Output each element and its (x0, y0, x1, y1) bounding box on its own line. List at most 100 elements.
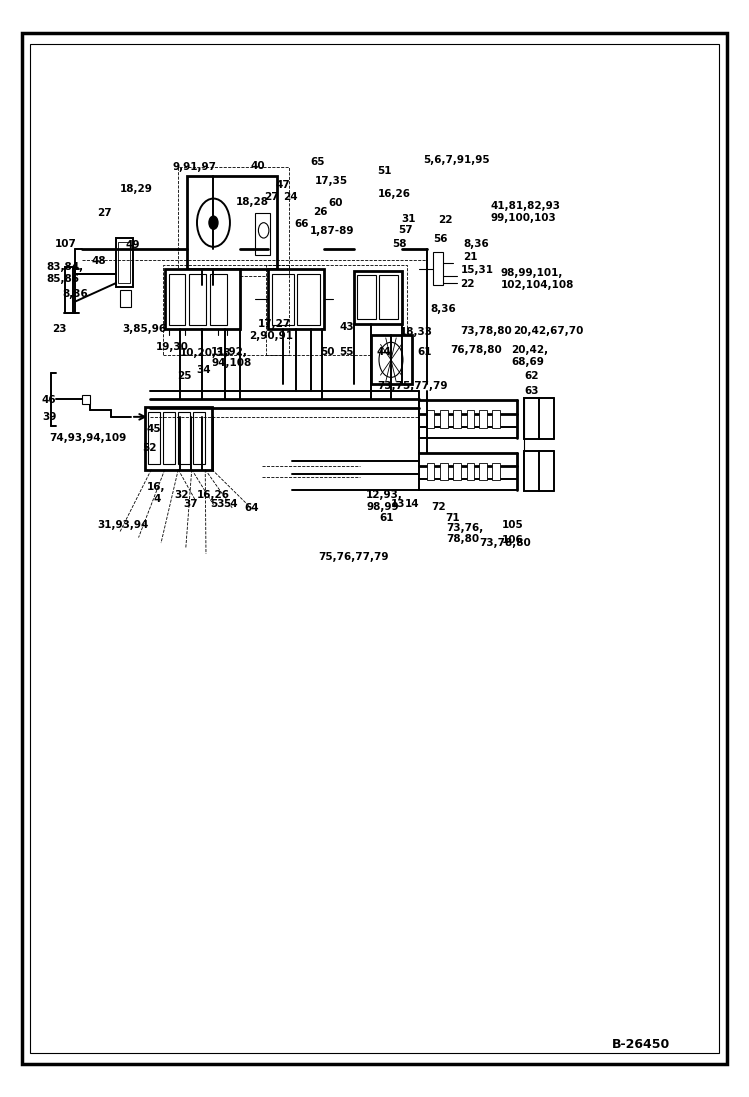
Text: 12,93,: 12,93, (366, 489, 403, 500)
Text: 74,93,94,109: 74,93,94,109 (49, 432, 127, 443)
Text: 24: 24 (283, 192, 298, 203)
Text: 8,36: 8,36 (431, 304, 456, 315)
Text: 27: 27 (264, 192, 279, 203)
Text: 53: 53 (210, 498, 224, 509)
Bar (148, 412, 160, 464)
Bar (467, 410, 474, 428)
Text: 85,86: 85,86 (46, 273, 79, 284)
Text: 16,: 16, (147, 482, 166, 493)
Text: 14: 14 (404, 498, 419, 509)
Bar (120, 290, 131, 307)
Bar (354, 271, 402, 324)
Text: 16,26: 16,26 (197, 489, 230, 500)
Bar (82, 395, 90, 404)
Bar (118, 242, 130, 283)
Text: 61: 61 (417, 347, 431, 358)
Text: 9,91,97: 9,91,97 (172, 161, 216, 172)
Text: 73,75,77,79: 73,75,77,79 (377, 381, 448, 392)
Text: 8,36: 8,36 (463, 238, 488, 249)
Text: 37: 37 (184, 498, 198, 509)
Text: 78,80: 78,80 (446, 533, 479, 544)
Text: 50: 50 (321, 347, 335, 358)
Text: 58: 58 (392, 238, 406, 249)
Bar (427, 410, 434, 428)
Text: 94,108: 94,108 (211, 358, 252, 369)
Text: 34: 34 (196, 364, 211, 375)
Text: 44: 44 (377, 347, 392, 358)
Bar (178, 412, 190, 464)
Text: 54: 54 (223, 498, 238, 509)
Text: 46: 46 (42, 395, 57, 406)
Text: 18,29: 18,29 (120, 183, 153, 194)
Text: 72: 72 (431, 501, 446, 512)
Text: 19,30: 19,30 (156, 341, 189, 352)
Bar (492, 410, 500, 428)
Text: 17,35: 17,35 (315, 176, 348, 186)
Bar (272, 274, 294, 325)
Text: 13: 13 (391, 498, 405, 509)
Bar (145, 407, 212, 470)
Text: 21: 21 (463, 251, 477, 262)
Text: 40: 40 (251, 160, 266, 171)
Bar (210, 274, 227, 325)
Text: 68,69: 68,69 (512, 357, 545, 367)
Text: 11,92,: 11,92, (211, 347, 248, 358)
Bar (193, 412, 205, 464)
Text: 65: 65 (311, 157, 325, 168)
Text: 60: 60 (328, 197, 342, 208)
Text: 73,76,: 73,76, (446, 522, 484, 533)
Bar (427, 463, 434, 480)
Text: 57: 57 (398, 225, 413, 236)
Text: 56: 56 (433, 234, 447, 245)
Text: 45: 45 (147, 423, 162, 434)
Text: 61: 61 (380, 512, 394, 523)
Bar (479, 463, 487, 480)
Text: 8,36: 8,36 (62, 289, 88, 299)
Bar (379, 275, 398, 319)
Bar (67, 269, 75, 313)
Bar (116, 238, 133, 287)
Text: 83,84,: 83,84, (46, 261, 84, 272)
Text: 99,100,103: 99,100,103 (491, 213, 557, 224)
Text: 63: 63 (524, 385, 539, 396)
Text: 4: 4 (154, 494, 161, 505)
Bar (371, 335, 412, 384)
Text: 22: 22 (438, 215, 452, 226)
Text: 23: 23 (52, 324, 67, 335)
Bar (297, 274, 320, 325)
Text: 17,27: 17,27 (258, 318, 291, 329)
Text: 55: 55 (339, 347, 354, 358)
Bar (187, 176, 277, 269)
Text: 32: 32 (175, 489, 189, 500)
Text: 27: 27 (97, 207, 112, 218)
Bar (467, 463, 474, 480)
Text: 76,78,80: 76,78,80 (450, 344, 502, 355)
Bar (268, 269, 324, 329)
Text: 64: 64 (244, 502, 259, 513)
Text: 31: 31 (401, 214, 416, 225)
Text: 48: 48 (91, 256, 106, 267)
Text: 18,33: 18,33 (400, 327, 433, 338)
Text: 51: 51 (377, 166, 391, 177)
Text: 49: 49 (126, 239, 140, 250)
Bar (255, 213, 270, 255)
Text: 5,6,7,91,95: 5,6,7,91,95 (423, 155, 490, 166)
Text: 98,99,101,: 98,99,101, (500, 268, 562, 279)
Text: 73,78,80: 73,78,80 (461, 326, 512, 337)
Text: 31,93,94: 31,93,94 (97, 520, 149, 531)
Text: 16,26: 16,26 (378, 189, 411, 200)
Bar (357, 275, 376, 319)
Bar (524, 398, 539, 439)
Text: 66: 66 (294, 218, 309, 229)
Text: 15,31: 15,31 (461, 264, 494, 275)
Bar (524, 451, 539, 491)
Text: 25: 25 (177, 371, 191, 382)
Bar (163, 412, 175, 464)
Text: 71: 71 (445, 512, 460, 523)
Bar (433, 252, 443, 285)
Text: 43: 43 (339, 321, 354, 332)
Text: 20,42,: 20,42, (512, 344, 549, 355)
Text: 73,78,80: 73,78,80 (479, 538, 531, 548)
Bar (266, 265, 407, 355)
Bar (492, 463, 500, 480)
